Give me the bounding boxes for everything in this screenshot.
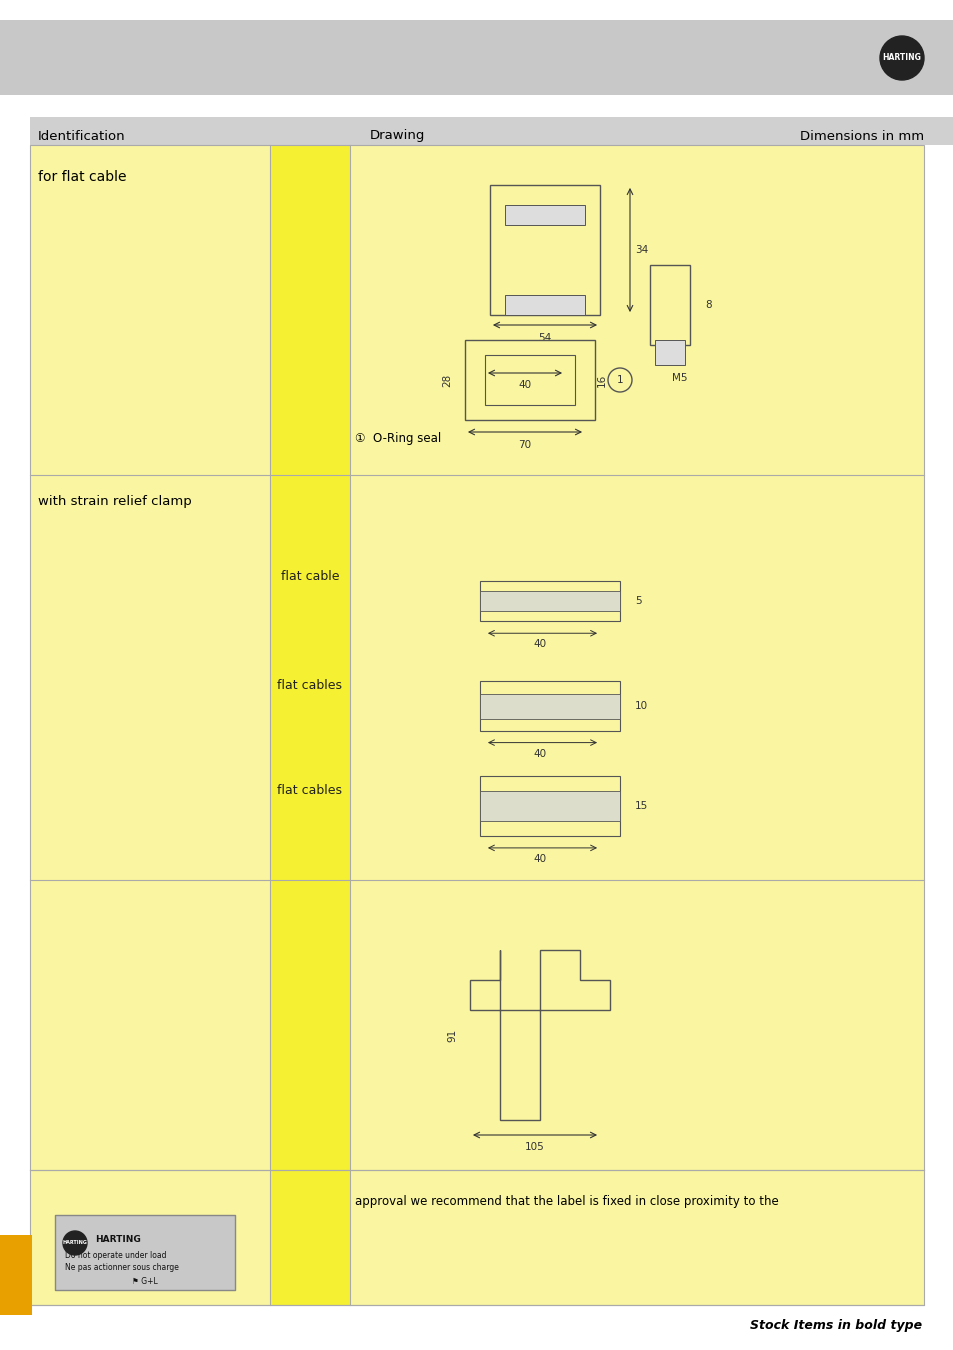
Text: Drawing: Drawing [370,130,425,143]
Bar [479,582,619,621]
Bar [484,355,575,405]
Bar [30,475,270,880]
Bar [479,776,619,836]
Bar [270,144,350,475]
Bar [479,680,619,730]
Text: 28: 28 [441,374,452,386]
Bar [479,591,619,612]
Text: Ne pas actionner sous charge: Ne pas actionner sous charge [65,1264,179,1273]
Bar [30,144,270,475]
Bar [0,1235,32,1315]
Text: HARTING: HARTING [882,54,921,62]
Bar [270,1170,350,1305]
Text: flat cables: flat cables [277,784,342,798]
Text: 15: 15 [635,801,648,811]
Text: 40: 40 [533,855,546,864]
Bar [270,880,350,1170]
Bar [30,117,953,144]
Text: 1: 1 [616,375,622,385]
Text: 16: 16 [597,374,606,386]
Bar [30,880,270,1170]
Text: 5: 5 [635,597,641,606]
Bar [479,791,619,821]
Text: HARTING: HARTING [63,1241,88,1246]
Text: Identification: Identification [38,130,126,143]
Bar [504,205,584,225]
Bar [0,95,953,120]
Bar [504,296,584,315]
Text: M5: M5 [672,373,687,383]
Bar [30,144,923,1305]
Text: Dimensions in mm: Dimensions in mm [799,130,923,143]
Bar [655,340,684,364]
Text: flat cables: flat cables [277,679,342,693]
Bar [490,185,599,315]
Text: ①  O-Ring seal: ① O-Ring seal [355,432,441,446]
Text: 105: 105 [524,1142,544,1152]
Text: 91: 91 [447,1029,456,1042]
Text: with strain relief clamp: with strain relief clamp [38,495,192,508]
Bar [649,265,689,346]
Bar [464,340,595,420]
Text: for flat cable: for flat cable [38,170,127,184]
Bar [350,880,923,1170]
Text: HARTING: HARTING [95,1235,141,1245]
Text: approval we recommend that the label is fixed in close proximity to the: approval we recommend that the label is … [355,1195,778,1208]
Text: ⚑ G+L: ⚑ G+L [132,1277,157,1287]
Text: Do not operate under load: Do not operate under load [65,1250,167,1260]
Bar [350,475,923,880]
Bar [55,1215,234,1291]
Circle shape [879,36,923,80]
Text: 70: 70 [517,440,531,450]
Text: 40: 40 [517,379,531,390]
Text: 10: 10 [635,701,647,710]
Text: 40: 40 [533,749,546,759]
Bar [30,1170,270,1305]
Bar [270,475,350,880]
Text: 34: 34 [635,244,648,255]
Text: Stock Items in bold type: Stock Items in bold type [749,1319,921,1332]
Bar [479,694,619,718]
Text: 54: 54 [537,333,551,343]
Text: flat cable: flat cable [280,570,339,583]
Bar [350,144,923,475]
Text: 40: 40 [533,640,546,649]
Text: 8: 8 [704,300,711,310]
Bar [350,1170,923,1305]
Bar [0,20,953,95]
Circle shape [63,1231,87,1256]
